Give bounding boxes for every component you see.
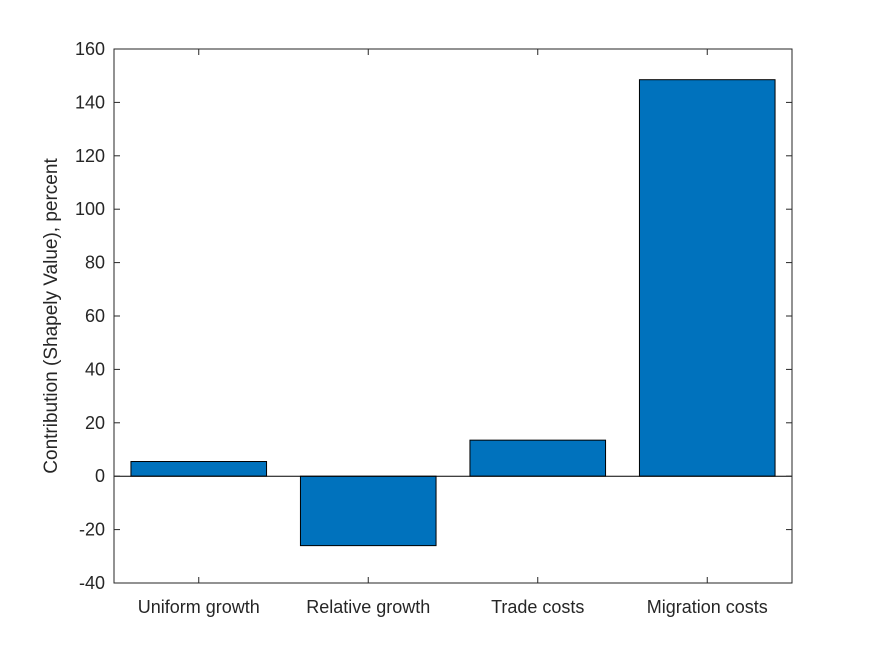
y-tick-label: 120 [75,146,105,166]
y-tick-label: 60 [85,306,105,326]
bar-uniform-growth [130,461,268,477]
y-tick-label: 40 [85,359,105,379]
y-ticks-group: -40 -20 0 20 40 60 80 100 120 140 160 [75,39,792,593]
y-tick-label: -20 [79,520,105,540]
x-tick-label: Trade costs [491,597,584,617]
bar-migration-costs [638,79,776,477]
x-tick-label: Migration costs [647,597,768,617]
y-tick-label: 100 [75,199,105,219]
bar-trade-costs [469,439,607,477]
bars-group [130,79,776,547]
y-tick-label: 140 [75,92,105,112]
y-axis-label: Contribution (Shapely Value), percent [41,158,62,474]
y-tick-label: 0 [95,466,105,486]
x-tick-label: Relative growth [306,597,430,617]
x-tick-label: Uniform growth [138,597,260,617]
bar-relative-growth [299,475,437,547]
y-tick-label: 80 [85,253,105,273]
x-ticks-group: Uniform growth Relative growth Trade costs… [138,49,768,617]
y-tick-label: 160 [75,39,105,59]
y-tick-label: -40 [79,573,105,593]
y-tick-label: 20 [85,413,105,433]
